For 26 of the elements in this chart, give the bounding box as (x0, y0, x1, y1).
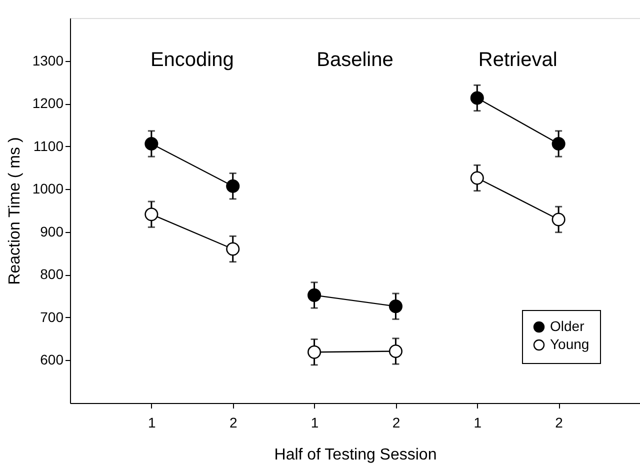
x-tick-label: 2 (229, 414, 238, 430)
y-tick-label: 700 (40, 308, 64, 325)
y-tick-label: 1100 (33, 138, 64, 154)
x-tick-label: 1 (474, 414, 482, 430)
x-tick-label: 1 (148, 414, 156, 430)
annotation: Encoding (150, 49, 234, 71)
point (552, 137, 566, 151)
legend-label: Young (550, 336, 590, 352)
x-tick-label: 2 (555, 414, 564, 430)
x-axis-title: Half of Testing Session (274, 446, 437, 464)
point (388, 300, 402, 314)
y-axis-title: Reaction Time ( ms ) (6, 137, 24, 285)
x-tick-label: 1 (310, 414, 319, 430)
legend-label: Older (550, 318, 585, 334)
y-tick-label: 600 (40, 352, 64, 368)
y-tick-label: 1200 (32, 95, 64, 112)
point (308, 345, 322, 359)
x-tick-label: 2 (392, 414, 400, 430)
annotation: Baseline (316, 49, 394, 71)
y-tick-label: 1000 (32, 180, 64, 197)
point (308, 288, 322, 302)
annotation: Retrieval (478, 49, 558, 71)
y-tick-label: 1300 (32, 52, 64, 68)
y-tick-label: 900 (40, 223, 64, 240)
y-tick-label: 800 (40, 266, 64, 282)
point (388, 344, 402, 358)
